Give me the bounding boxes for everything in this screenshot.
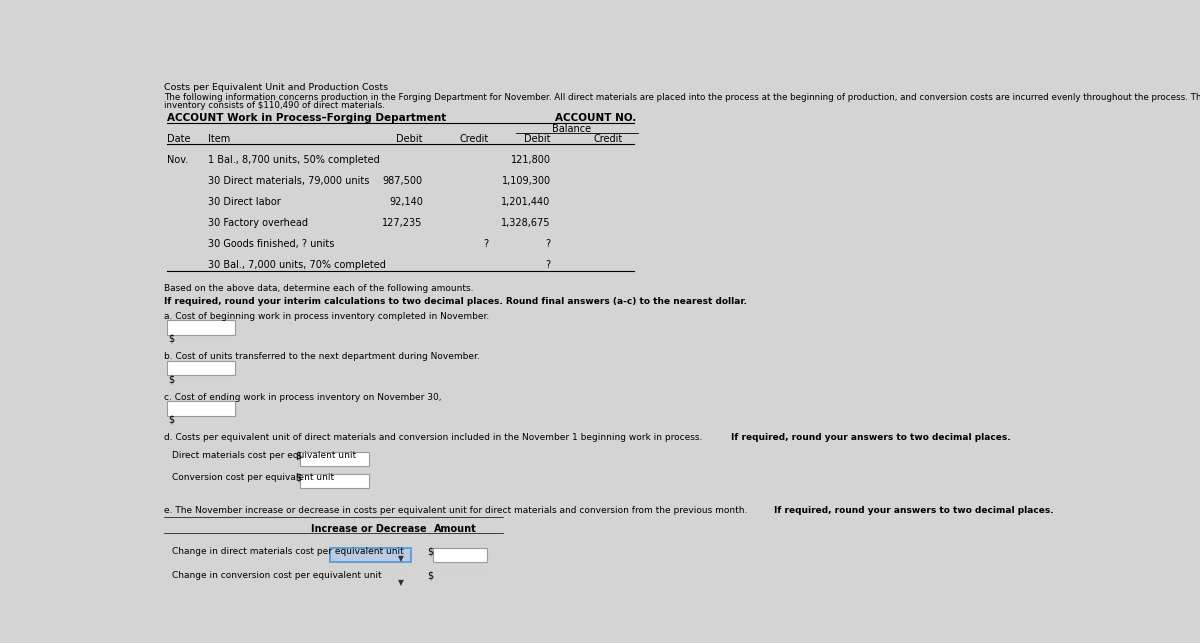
- Text: Credit: Credit: [460, 134, 488, 144]
- Text: ACCOUNT NO.: ACCOUNT NO.: [554, 113, 636, 123]
- FancyBboxPatch shape: [300, 452, 368, 466]
- FancyBboxPatch shape: [433, 548, 487, 562]
- FancyBboxPatch shape: [433, 572, 487, 586]
- Text: $: $: [295, 473, 302, 482]
- Text: $: $: [295, 451, 302, 460]
- Text: 30 Direct labor: 30 Direct labor: [208, 197, 281, 207]
- Text: Change in direct materials cost per equivalent unit: Change in direct materials cost per equi…: [172, 547, 403, 556]
- Text: 127,235: 127,235: [383, 218, 422, 228]
- FancyBboxPatch shape: [167, 361, 235, 375]
- Text: $: $: [427, 547, 433, 556]
- Text: Direct materials cost per equivalent unit: Direct materials cost per equivalent uni…: [172, 451, 356, 460]
- Text: If required, round your interim calculations to two decimal places. Round final : If required, round your interim calculat…: [164, 297, 746, 306]
- Text: $: $: [168, 374, 174, 385]
- Text: ?: ?: [546, 239, 551, 249]
- Text: $: $: [168, 334, 174, 344]
- Text: Change in conversion cost per equivalent unit: Change in conversion cost per equivalent…: [172, 572, 382, 581]
- Text: $: $: [427, 571, 433, 581]
- Text: ▼: ▼: [398, 578, 404, 587]
- Text: inventory consists of $110,490 of direct materials.: inventory consists of $110,490 of direct…: [164, 101, 385, 110]
- Text: Conversion cost per equivalent unit: Conversion cost per equivalent unit: [172, 473, 334, 482]
- Text: The following information concerns production in the Forging Department for Nove: The following information concerns produ…: [164, 93, 1200, 102]
- Text: Credit: Credit: [594, 134, 623, 144]
- Text: 1 Bal., 8,700 units, 50% completed: 1 Bal., 8,700 units, 50% completed: [208, 154, 380, 165]
- Text: Costs per Equivalent Unit and Production Costs: Costs per Equivalent Unit and Production…: [164, 82, 388, 91]
- Text: Date: Date: [167, 134, 191, 144]
- Text: Nov.: Nov.: [167, 154, 188, 165]
- Text: If required, round your answers to two decimal places.: If required, round your answers to two d…: [731, 433, 1010, 442]
- FancyBboxPatch shape: [330, 548, 412, 562]
- Text: d. Costs per equivalent unit of direct materials and conversion included in the : d. Costs per equivalent unit of direct m…: [164, 433, 706, 442]
- Text: Item: Item: [208, 134, 230, 144]
- Text: 92,140: 92,140: [389, 197, 422, 207]
- Text: 30 Goods finished, ? units: 30 Goods finished, ? units: [208, 239, 335, 249]
- Text: 1,109,300: 1,109,300: [502, 176, 551, 186]
- Text: Increase or Decrease: Increase or Decrease: [311, 524, 426, 534]
- FancyBboxPatch shape: [300, 474, 368, 488]
- Text: Debit: Debit: [524, 134, 551, 144]
- Text: ?: ?: [546, 260, 551, 271]
- FancyBboxPatch shape: [167, 401, 235, 415]
- Text: ?: ?: [484, 239, 488, 249]
- Text: If required, round your answers to two decimal places.: If required, round your answers to two d…: [774, 507, 1054, 516]
- Text: c. Cost of ending work in process inventory on November 30,: c. Cost of ending work in process invent…: [164, 393, 442, 402]
- Text: 1,328,675: 1,328,675: [502, 218, 551, 228]
- Text: ACCOUNT Work in Process–Forging Department: ACCOUNT Work in Process–Forging Departme…: [167, 113, 446, 123]
- Text: 987,500: 987,500: [383, 176, 422, 186]
- Text: 30 Bal., 7,000 units, 70% completed: 30 Bal., 7,000 units, 70% completed: [208, 260, 386, 271]
- Text: e. The November increase or decrease in costs per equivalent unit for direct mat: e. The November increase or decrease in …: [164, 507, 750, 516]
- Text: Balance: Balance: [552, 124, 590, 134]
- Text: b. Cost of units transferred to the next department during November.: b. Cost of units transferred to the next…: [164, 352, 480, 361]
- Text: 121,800: 121,800: [511, 154, 551, 165]
- Text: Debit: Debit: [396, 134, 422, 144]
- Text: Based on the above data, determine each of the following amounts.: Based on the above data, determine each …: [164, 284, 474, 293]
- Text: 30 Factory overhead: 30 Factory overhead: [208, 218, 308, 228]
- Text: $: $: [168, 415, 174, 425]
- Text: Amount: Amount: [434, 524, 476, 534]
- FancyBboxPatch shape: [167, 320, 235, 335]
- FancyBboxPatch shape: [330, 572, 412, 586]
- Text: 30 Direct materials, 79,000 units: 30 Direct materials, 79,000 units: [208, 176, 370, 186]
- Text: a. Cost of beginning work in process inventory completed in November.: a. Cost of beginning work in process inv…: [164, 312, 490, 321]
- Text: 1,201,440: 1,201,440: [502, 197, 551, 207]
- Text: ▼: ▼: [398, 554, 404, 563]
